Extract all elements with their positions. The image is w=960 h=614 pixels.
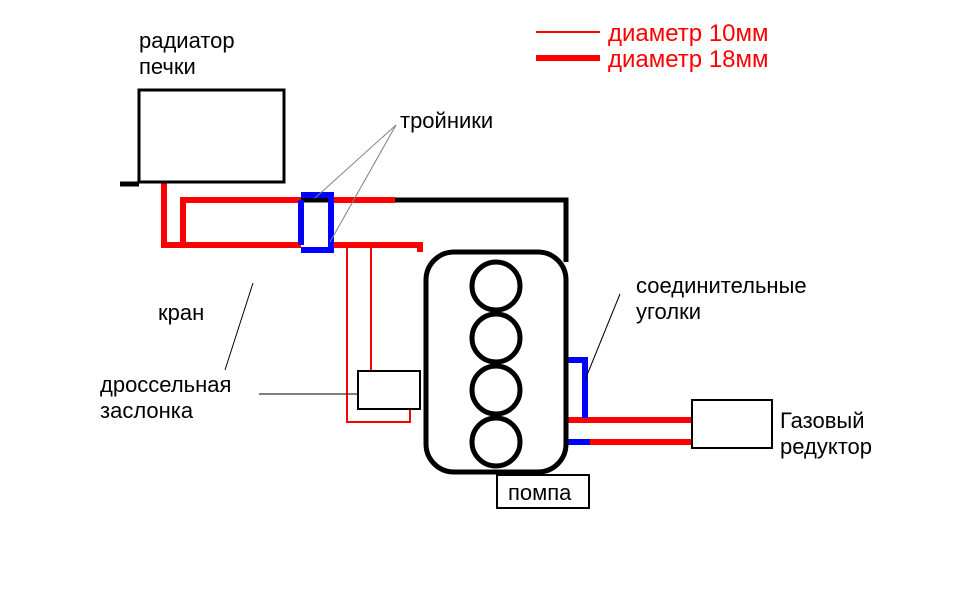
cylinder-2 [472, 314, 520, 362]
tee-right-bottom [331, 245, 420, 252]
diagram-canvas [0, 0, 960, 614]
tee-blue-1 [301, 195, 331, 250]
radiator-down-red-1 [164, 182, 301, 245]
tee-leader-2 [330, 125, 396, 242]
throttle-label: дроссельная заслонка [100, 372, 231, 425]
cylinder-4 [472, 418, 520, 466]
gas-reducer-box [692, 400, 772, 448]
heater-radiator-label: радиатор печки [139, 28, 235, 81]
cylinder-1 [472, 262, 520, 310]
valve-label: кран [158, 300, 204, 326]
connector-leader [585, 294, 620, 380]
throttle-box [358, 371, 420, 409]
legend-18mm-label: диаметр 18мм [608, 46, 769, 74]
gas-reducer-label: Газовый редуктор [780, 408, 872, 461]
heater-radiator-box [139, 90, 284, 182]
connectors-label: соединительные уголки [636, 273, 807, 326]
pump-label: помпа [508, 480, 571, 506]
connector-blue-1 [566, 360, 585, 418]
cylinder-3 [472, 366, 520, 414]
legend-10mm-label: диаметр 10мм [608, 20, 769, 48]
valve-leader [225, 283, 253, 370]
tee-leader-1 [315, 125, 396, 198]
tees-label: тройники [400, 108, 493, 134]
